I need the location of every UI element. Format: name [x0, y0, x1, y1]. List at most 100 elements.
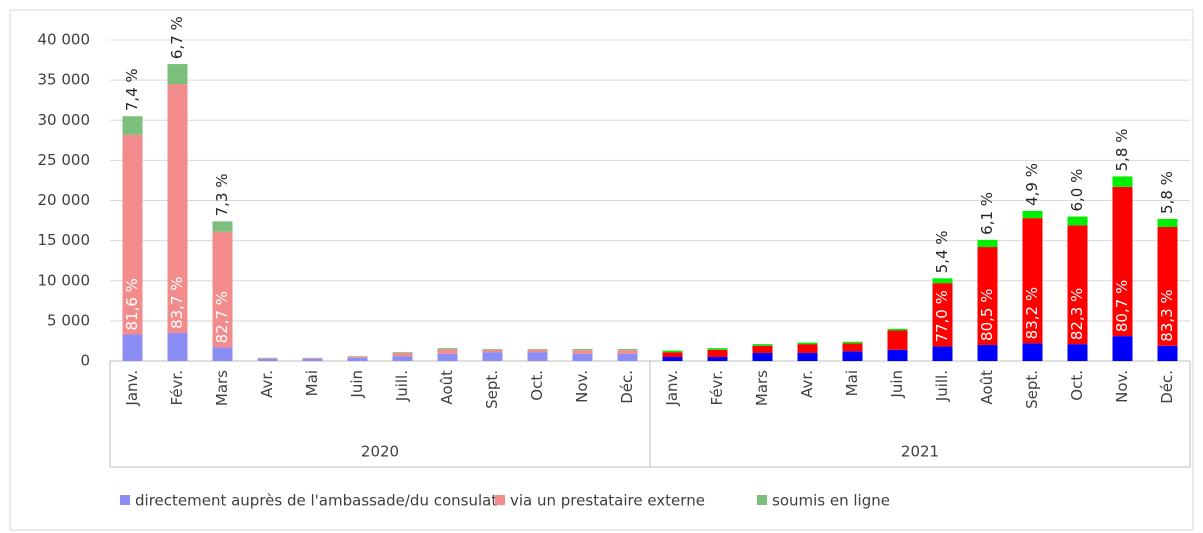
- bar-segment: [212, 347, 233, 361]
- y-tick-label: 40 000: [38, 31, 91, 49]
- group-label: 2021: [901, 443, 939, 461]
- bar-segment: [842, 341, 863, 344]
- x-tick-label: Janv.: [123, 370, 141, 407]
- share-label: 7,4 %: [123, 68, 141, 111]
- share-label: 77,0 %: [933, 290, 951, 342]
- bar-segment: [527, 352, 548, 361]
- share-label: 5,8 %: [1113, 129, 1131, 172]
- share-label: 82,3 %: [1068, 288, 1086, 340]
- y-tick-label: 30 000: [38, 111, 91, 129]
- bar-segment: [1112, 336, 1133, 361]
- y-tick-label: 0: [80, 352, 90, 370]
- bar-segment: [212, 231, 233, 348]
- legend-swatch: [495, 495, 505, 505]
- bar-segment: [527, 349, 548, 353]
- bar-segment: [1112, 176, 1133, 187]
- share-label: 4,9 %: [1023, 163, 1041, 206]
- chart-border: [9, 9, 1194, 531]
- bar-segment: [887, 328, 908, 331]
- bar-segment: [437, 348, 458, 350]
- legend-label: soumis en ligne: [772, 492, 890, 510]
- share-label: 82,7 %: [213, 291, 231, 343]
- bar-segment: [752, 344, 773, 346]
- bar-segment: [122, 134, 143, 335]
- bar-segment: [167, 332, 188, 361]
- bar-segment: [392, 352, 413, 357]
- bar-segment: [707, 356, 728, 361]
- x-tick-label: Juin: [888, 370, 906, 399]
- bar-segment: [617, 353, 638, 361]
- bar-segment: [1022, 218, 1043, 344]
- bar-segment: [392, 352, 413, 353]
- bar-segment: [1067, 225, 1088, 345]
- x-tick-label: Avr.: [258, 370, 276, 398]
- bar-segment: [662, 352, 683, 357]
- share-label: 83,7 %: [168, 276, 186, 328]
- share-label: 5,4 %: [933, 230, 951, 273]
- x-tick-label: Nov.: [573, 370, 591, 403]
- bar-segment: [167, 64, 188, 85]
- share-label: 81,6 %: [123, 278, 141, 330]
- x-tick-label: Août: [978, 370, 996, 405]
- share-label: 6,1 %: [978, 192, 996, 235]
- bar-segment: [932, 278, 953, 284]
- bar-segment: [662, 350, 683, 353]
- bar-segment: [257, 358, 278, 361]
- x-tick-label: Déc.: [618, 370, 636, 404]
- x-tick-label: Sept.: [1023, 370, 1041, 409]
- x-tick-label: Févr.: [708, 370, 726, 405]
- bar-segment: [482, 349, 503, 353]
- x-tick-label: Juin: [348, 370, 366, 399]
- x-tick-label: Oct.: [1068, 370, 1086, 401]
- bar-segment: [482, 348, 503, 350]
- x-tick-label: Déc.: [1158, 370, 1176, 404]
- bar-segment: [392, 356, 413, 361]
- x-tick-label: Août: [438, 370, 456, 405]
- share-label: 7,3 %: [213, 173, 231, 216]
- bar-segment: [347, 356, 368, 358]
- bar-segment: [617, 348, 638, 351]
- x-tick-label: Mars: [753, 370, 771, 406]
- y-tick-label: 5 000: [47, 311, 90, 329]
- bar-segment: [1157, 345, 1178, 361]
- bar-segment: [932, 346, 953, 361]
- bar-segment: [302, 358, 323, 359]
- bar-segment: [1157, 218, 1178, 227]
- share-label: 6,7 %: [168, 16, 186, 59]
- bar-segment: [1067, 216, 1088, 226]
- bar-segment: [797, 352, 818, 361]
- share-label: 80,7 %: [1113, 280, 1131, 332]
- legend-label: directement auprès de l'ambassade/du con…: [135, 492, 497, 510]
- bar-segment: [887, 330, 908, 350]
- share-label: 6,0 %: [1068, 169, 1086, 212]
- share-label: 80,5 %: [978, 289, 996, 341]
- bar-segment: [752, 345, 773, 353]
- x-tick-label: Juill.: [933, 370, 951, 402]
- share-label: 83,3 %: [1158, 289, 1176, 341]
- bar-segment: [167, 84, 188, 333]
- x-tick-label: Mai: [843, 370, 861, 396]
- bar-segment: [932, 283, 953, 347]
- bar-segment: [572, 348, 593, 351]
- legend-label: via un prestataire externe: [510, 492, 705, 510]
- bar-segment: [797, 342, 818, 345]
- x-tick-label: Févr.: [168, 370, 186, 405]
- bar-segment: [707, 348, 728, 350]
- bar-segment: [977, 344, 998, 361]
- bar-segment: [122, 116, 143, 135]
- y-tick-label: 10 000: [38, 271, 91, 289]
- x-tick-label: Oct.: [528, 370, 546, 401]
- y-tick-label: 25 000: [38, 151, 91, 169]
- x-tick-label: Juill.: [393, 370, 411, 402]
- bar-segment: [1067, 344, 1088, 361]
- bar-segment: [1112, 186, 1133, 337]
- x-tick-label: Mai: [303, 370, 321, 396]
- bar-segment: [1157, 226, 1178, 346]
- bar-segment: [617, 350, 638, 354]
- bar-segment: [572, 350, 593, 354]
- bar-segment: [842, 351, 863, 361]
- x-tick-label: Janv.: [663, 370, 681, 407]
- bar-segment: [662, 356, 683, 361]
- y-tick-label: 20 000: [38, 191, 91, 209]
